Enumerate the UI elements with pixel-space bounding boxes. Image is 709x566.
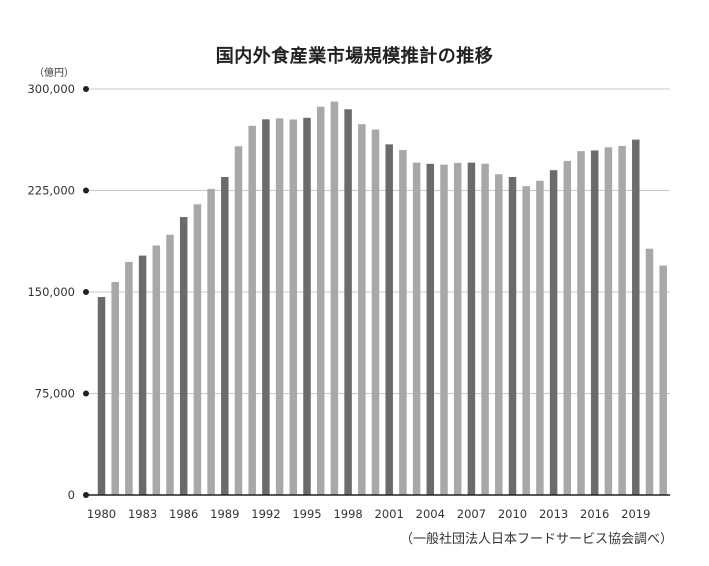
bar: [522, 186, 530, 496]
bar: [316, 106, 325, 495]
x-tick-label: 1986: [169, 507, 198, 521]
x-tick-label: 1995: [292, 507, 321, 521]
bar: [125, 261, 133, 495]
bar: [659, 265, 667, 495]
bar: [303, 117, 311, 496]
bar: [563, 160, 572, 495]
x-tick-label: 2010: [498, 507, 527, 521]
bar: [207, 188, 215, 495]
y-axis-unit-label: （億円）: [34, 68, 74, 79]
bar: [275, 118, 284, 495]
x-tick-label: 1989: [210, 507, 239, 521]
x-tick-label: 2001: [375, 507, 404, 521]
chart-title: 国内外食産業市場規模推計の推移: [215, 46, 494, 67]
bar: [262, 119, 270, 495]
y-tick-label: 150,000: [27, 285, 75, 299]
y-tick-label: 225,000: [27, 184, 75, 198]
bar: [193, 204, 202, 495]
bar: [508, 176, 517, 495]
bar: [577, 151, 585, 496]
bar: [467, 162, 476, 495]
bar: [632, 139, 640, 495]
y-tick-dot: [83, 86, 89, 92]
bar: [536, 180, 544, 496]
x-ticks: 1980 1983 1986 1989 1992 1995 1998 2001 2004 2007…: [87, 507, 651, 521]
bar: [138, 255, 147, 495]
bar: [549, 170, 558, 495]
bar: [495, 174, 503, 495]
x-tick-label: 1980: [87, 507, 116, 521]
x-tick-label: 1983: [128, 507, 157, 521]
bar: [330, 101, 339, 495]
bar: [111, 281, 119, 495]
source-note: （一般社団法人日本フードサービス協会調べ）: [399, 532, 673, 547]
bar: [371, 129, 380, 495]
bar: [481, 163, 489, 496]
y-tick-dot: [83, 390, 89, 397]
bar: [645, 248, 654, 495]
y-tick-dot: [83, 187, 89, 194]
bar: [358, 124, 366, 495]
bar: [412, 162, 421, 495]
bars: [97, 101, 667, 496]
bar: [221, 176, 229, 495]
bar: [618, 145, 626, 495]
x-tick-label: 1998: [333, 507, 362, 521]
x-tick-label: 2019: [621, 507, 650, 521]
bar: [179, 217, 188, 495]
bar: [426, 163, 435, 495]
bar: [234, 146, 243, 495]
x-tick-label: 1992: [251, 507, 280, 521]
bar: [289, 119, 298, 495]
bar: [399, 150, 407, 495]
y-tick-label: 300,000: [27, 82, 75, 96]
x-tick-label: 2007: [457, 507, 486, 521]
bar: [440, 164, 448, 495]
bar: [604, 147, 613, 495]
bar: [248, 125, 256, 495]
bar: [166, 234, 174, 495]
x-tick-label: 2004: [416, 507, 445, 521]
bar: [97, 297, 106, 495]
bar: [344, 109, 352, 496]
y-ticks: 0 75,000 150,000 225,000 300,000: [27, 82, 89, 502]
x-tick-label: 2016: [580, 507, 609, 521]
y-tick-label: 75,000: [35, 387, 75, 401]
x-tick-label: 2013: [539, 507, 568, 521]
bar: [152, 245, 161, 495]
bar: [385, 144, 393, 496]
y-tick-dot: [83, 492, 89, 498]
bar: [453, 162, 462, 495]
y-tick-dot: [83, 289, 89, 295]
bar: [590, 150, 599, 495]
y-tick-label: 0: [68, 488, 75, 502]
